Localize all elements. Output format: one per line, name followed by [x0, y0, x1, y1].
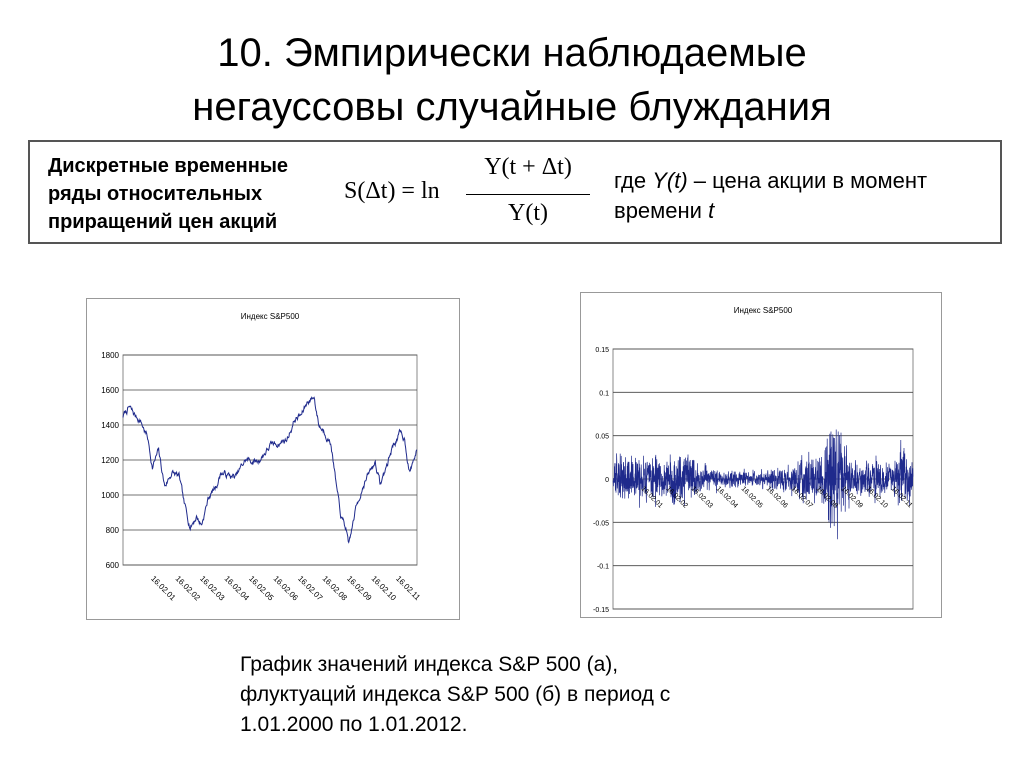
note-middle: – цена акции в момент: [687, 168, 928, 193]
series-line-index: [122, 396, 418, 544]
caption-line2: флуктуаций индекса S&P 500 (б) в период …: [240, 683, 671, 706]
chart-sp500-fluctuations-svg: Индекс S&P500 -0.15 -0.1 -0.05 0 0.05 0.1 0.15 1…: [593, 306, 914, 614]
x-tick-label: 16.02.05: [740, 485, 764, 509]
y-tick-label: 1000: [101, 491, 119, 500]
y-tick-label: 0: [605, 477, 609, 484]
y-tick-label: 1200: [101, 456, 119, 465]
chart-sp500-index: Индекс S&P500 600 800 1000 1200 1400 1600 1800 1…: [86, 298, 460, 620]
note-prefix: где: [614, 168, 653, 193]
definition-label: Дискретные временные ряды относительных …: [48, 152, 288, 236]
y-tick-label: -0.05: [593, 520, 609, 527]
y-tick-label: 1600: [101, 386, 119, 395]
x-tick-label: 16.02.10: [370, 574, 399, 603]
chart-title: Индекс S&P500: [734, 306, 793, 315]
formula-numerator: Y(t + Δt): [484, 154, 572, 180]
y-tick-label: 0.15: [595, 347, 609, 354]
x-tick-label: 16.02.06: [272, 574, 301, 603]
slide-title-line2: негауссовы случайные блуждания: [192, 85, 832, 129]
x-tick-label: 16.02.08: [321, 574, 350, 603]
y-tick-label: -0.1: [597, 564, 609, 571]
y-tick-label: 800: [106, 526, 120, 535]
y-tick-label: 0.05: [595, 434, 609, 441]
definition-label-line3: приращений цен акций: [48, 211, 278, 233]
x-tick-label: 16.02.05: [247, 574, 276, 603]
chart-sp500-index-svg: Индекс S&P500 600 800 1000 1200 1400 1600 1800 1…: [101, 312, 422, 603]
y-tick-label: -0.15: [593, 607, 609, 614]
chart-sp500-fluctuations: Индекс S&P500 -0.15 -0.1 -0.05 0 0.05 0.1 0.15 1…: [580, 292, 942, 618]
x-tick-label: 16.02.03: [690, 485, 714, 509]
formula-denominator: Y(t): [508, 200, 548, 226]
series-line-fluctuations: [612, 429, 914, 540]
figure-caption: График значений индекса S&P 500 (а), флу…: [240, 650, 670, 740]
x-tick-label: 16.02.11: [394, 574, 422, 602]
caption-line3: 1.01.2000 по 1.01.2012.: [240, 713, 468, 736]
definition-box: Дискретные временные ряды относительных …: [28, 140, 1002, 244]
caption-line1: График значений индекса S&P 500 (а),: [240, 653, 619, 676]
y-tick-label: 1800: [101, 351, 119, 360]
definition-label-line1: Дискретные временные: [48, 155, 289, 177]
x-tick-label: 16.02.07: [790, 485, 814, 509]
y-tick-label: 600: [106, 561, 120, 570]
y-tick-label: 1400: [101, 421, 119, 430]
note-line2-var: t: [708, 198, 715, 223]
definition-note-line2: времени t: [614, 196, 927, 226]
formula-fraction-bar: [466, 194, 590, 195]
x-tick-label: 16.02.09: [345, 574, 374, 603]
x-tick-label: 16.02.10: [865, 485, 889, 509]
note-var: Y(t): [652, 168, 688, 193]
x-tick-label: 16.02.03: [198, 574, 227, 603]
x-tick-label: 16.02.02: [174, 574, 203, 603]
x-tick-label: 16.02.07: [296, 574, 325, 603]
definition-note-line1: где Y(t) – цена акции в момент: [614, 166, 927, 196]
x-tick-label: 16.02.04: [223, 574, 252, 603]
x-tick-label: 16.02.04: [715, 485, 739, 509]
formula-lhs: S(Δt) = ln: [344, 178, 440, 204]
chart-title: Индекс S&P500: [241, 312, 300, 321]
note-line2-prefix: времени: [614, 198, 709, 223]
definition-label-line2: ряды относительных: [48, 183, 263, 205]
x-tick-label: 16.02.01: [149, 574, 178, 603]
definition-note: где Y(t) – цена акции в момент времени t: [614, 166, 927, 226]
y-tick-label: 0.1: [599, 390, 609, 397]
formula: S(Δt) = ln Y(t + Δt) Y(t): [344, 154, 604, 234]
slide-title: 10. Эмпирически наблюдаемые негауссовы с…: [0, 26, 1024, 134]
slide-title-line1: 10. Эмпирически наблюдаемые: [217, 31, 807, 75]
